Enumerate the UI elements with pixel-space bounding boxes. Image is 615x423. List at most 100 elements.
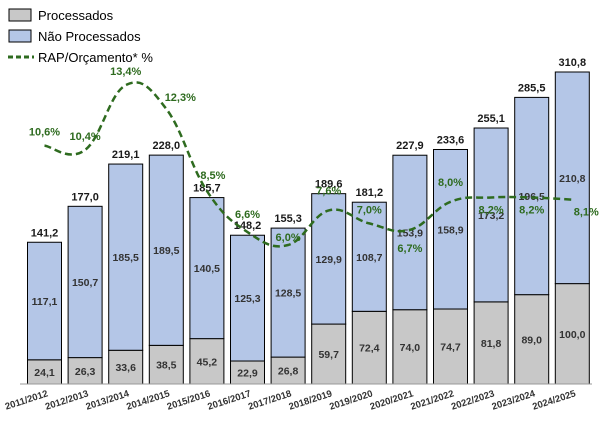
total-label: 219,1 [112, 149, 140, 161]
ratio-value-label: 7,0% [357, 204, 382, 216]
bar-nao-processados [270, 227, 306, 358]
total-label: 189,6 [315, 179, 343, 191]
nao-processados-value-label: 150,7 [72, 277, 98, 289]
processados-value-label: 26,8 [278, 366, 299, 378]
bar-nao-processados [230, 234, 265, 362]
nao-processados-value-label: 210,8 [559, 173, 585, 185]
total-label: 148,2 [234, 220, 262, 232]
processados-value-label: 74,7 [440, 342, 461, 354]
ratio-value-label: 8,2% [479, 204, 504, 216]
ratio-value-label: 10,6% [29, 127, 60, 139]
total-label: 228,0 [153, 140, 181, 152]
x-tick-label: 2012/2013 [44, 388, 90, 412]
processados-value-label: 59,7 [318, 349, 339, 361]
nao-processados-value-label: 173,2 [478, 210, 504, 222]
nao-processados-value-label: 108,7 [356, 252, 382, 264]
ratio-value-label: 8,0% [438, 177, 463, 189]
total-label: 285,5 [518, 82, 546, 94]
total-label: 181,2 [356, 187, 384, 199]
total-label: 310,8 [559, 57, 587, 69]
legend-label-processados: Processados [38, 8, 114, 23]
processados-value-label: 33,6 [115, 362, 136, 374]
bar-nao-processados [433, 148, 468, 310]
processados-value-label: 38,5 [156, 360, 177, 372]
processados-value-label: 81,8 [481, 338, 502, 350]
bar-nao-processados [351, 201, 387, 312]
x-tick-label: 2011/2012 [4, 388, 50, 412]
bar-nao-processados [189, 197, 225, 340]
bar-nao-processados [473, 127, 509, 303]
nao-processados-value-label: 189,5 [153, 245, 179, 257]
processados-value-label: 26,3 [75, 366, 96, 378]
bar-nao-processados [67, 205, 103, 359]
bar-nao-processados [27, 241, 62, 361]
legend-swatch-processados [8, 8, 32, 22]
x-axis-labels: 2011/20122012/20132013/20142014/20152015… [4, 388, 578, 413]
x-tick-label: 2024/2025 [531, 388, 578, 413]
ratio-value-label: 12,3% [165, 92, 196, 104]
total-label: 141,2 [31, 227, 59, 239]
x-tick-label: 2016/2017 [206, 388, 252, 412]
bar-processados [392, 309, 428, 385]
bar-processados [351, 310, 387, 385]
bars: 141,2 24,1 117,1 177,0 26,3 150,7 219,1 33,6 185… [27, 57, 590, 385]
bar-processados [514, 294, 550, 385]
x-tick-label: 2017/2018 [247, 388, 293, 412]
ratio-value-label: 8,5% [200, 170, 225, 182]
ratio-value-label: 8,1% [574, 207, 599, 219]
nao-processados-value-label: 140,5 [194, 263, 220, 275]
x-tick-label: 2013/2014 [85, 388, 132, 413]
processados-value-label: 24,1 [34, 367, 55, 379]
legend-label-nao-processados: Não Processados [38, 29, 141, 44]
x-tick-label: 2018/2019 [288, 388, 334, 412]
ratio-value-label: 6,6% [235, 209, 260, 221]
nao-processados-value-label: 158,9 [437, 224, 463, 236]
total-label: 227,9 [396, 140, 424, 152]
total-label: 177,0 [71, 191, 99, 203]
processados-value-label: 22,9 [237, 368, 258, 380]
total-label: 233,6 [437, 134, 465, 146]
bar-nao-processados [311, 193, 347, 325]
x-tick-label: 2019/2020 [328, 388, 374, 412]
x-tick-label: 2020/2021 [369, 388, 416, 413]
total-label: 185,7 [193, 183, 221, 195]
total-label: 255,1 [477, 113, 505, 125]
legend-swatch-nao-processados [8, 29, 32, 43]
ratio-value-label: 7,6% [316, 185, 341, 197]
nao-processados-value-label: 128,5 [275, 288, 301, 300]
bar-processados [433, 308, 468, 385]
ratio-value-label: 13,4% [110, 66, 141, 78]
processados-value-label: 72,4 [359, 343, 380, 355]
ratio-labels: 10,6% 10,4% 13,4% 12,3% 8,5% 6,6% 6,0% 7,6% 7,0%… [29, 66, 599, 255]
bar-nao-processados [108, 163, 144, 351]
processados-value-label: 100,0 [559, 329, 585, 341]
processados-value-label: 45,2 [197, 356, 218, 368]
x-tick-label: 2015/2016 [166, 388, 212, 412]
x-tick-label: 2023/2024 [491, 388, 538, 413]
ratio-value-label: 6,7% [397, 243, 422, 255]
bar-processados [473, 301, 509, 385]
processados-value-label: 89,0 [521, 334, 542, 346]
total-label: 155,3 [274, 213, 302, 225]
ratio-value-label: 8,2% [519, 204, 544, 216]
x-tick-label: 2022/2023 [450, 388, 496, 412]
x-tick-label: 2014/2015 [125, 388, 172, 413]
bar-processados [554, 283, 590, 385]
bar-processados [270, 356, 306, 385]
nao-processados-value-label: 125,3 [234, 293, 260, 305]
x-tick-label: 2021/2022 [409, 388, 455, 412]
ratio-line [44, 81, 573, 248]
bar-nao-processados [148, 154, 184, 346]
bar-nao-processados [554, 71, 590, 285]
legend-label-ratio: RAP/Orçamento* % [38, 50, 153, 65]
bar-processados [189, 338, 225, 385]
legend: Processados Não Processados RAP/Orçament… [8, 8, 153, 65]
nao-processados-value-label: 129,9 [316, 254, 342, 266]
nao-processados-value-label: 117,1 [32, 296, 58, 308]
nao-processados-value-label: 185,5 [113, 252, 139, 264]
bar-processados [311, 323, 347, 385]
processados-value-label: 74,0 [400, 342, 421, 354]
ratio-value-label: 6,0% [276, 232, 301, 244]
ratio-value-label: 10,4% [69, 131, 100, 143]
